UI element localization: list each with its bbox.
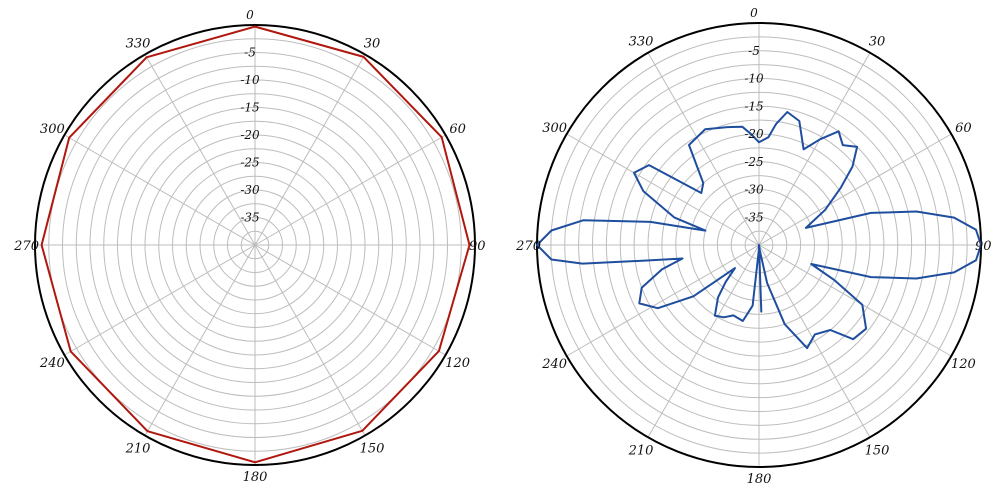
r-tick-label: -30 [744, 183, 764, 197]
angle-tick-label: 240 [541, 357, 567, 372]
angle-tick-label: 120 [445, 356, 470, 371]
angle-tick-label: 30 [869, 35, 886, 50]
grid-spoke [566, 244, 760, 357]
r-tick-label: -20 [744, 127, 764, 141]
grid-spoke [254, 134, 446, 246]
grid-spoke [254, 244, 366, 436]
angle-tick-label: 300 [40, 122, 65, 137]
r-tick-label: -15 [744, 99, 763, 113]
angle-tick-label: 330 [629, 35, 654, 50]
angle-tick-label: 150 [865, 443, 890, 458]
angle-tick-label: 90 [469, 239, 486, 254]
angle-tick-label: 180 [243, 470, 268, 485]
series-line-0 [536, 111, 982, 350]
angle-tick-label: 300 [542, 121, 567, 136]
grid-spoke [254, 244, 446, 356]
angle-tick-label: 330 [126, 36, 151, 51]
r-tick-label: -5 [748, 44, 760, 58]
angle-tick-label: 180 [747, 472, 772, 487]
grid-spoke [758, 244, 871, 438]
r-tick-label: -10 [744, 72, 764, 86]
polar-chart-left: 0 -5 -10 -15 -20 -25 -30 -35 30 60 90 120 150 180 210 2… [13, 8, 485, 485]
angle-tick-label: 90 [975, 239, 992, 254]
r-tick-label: -25 [240, 156, 259, 170]
outer-circle [34, 24, 476, 466]
angle-tick-label: 270 [515, 239, 541, 254]
r-tick-label: -5 [244, 46, 256, 60]
angle-tick-label: 210 [125, 442, 151, 457]
grid-spoke [144, 244, 256, 436]
r-tick-label: -25 [744, 155, 763, 169]
r-tick-label: -10 [240, 73, 260, 87]
grid-spoke [566, 133, 760, 246]
grid-spoke [758, 244, 952, 357]
grid-spoke [758, 133, 952, 246]
angle-tick-label: 150 [360, 442, 385, 457]
grid-spoke [647, 244, 760, 438]
angle-tick-label: 30 [364, 36, 381, 51]
r-tick-label: -15 [240, 101, 259, 115]
r-tick-label: -20 [240, 128, 260, 142]
r-tick-label: -35 [744, 210, 763, 224]
r-tick-label: 0 [750, 6, 758, 20]
angle-tick-label: 240 [39, 356, 65, 371]
angle-tick-label: 60 [955, 121, 972, 136]
grid-spoke [144, 54, 256, 246]
angle-tick-label: 210 [628, 443, 654, 458]
angle-tick-label: 60 [449, 122, 466, 137]
grid-spoke [758, 52, 871, 246]
r-tick-label: -35 [240, 211, 259, 225]
grid-spoke [64, 244, 256, 356]
polar-chart-right: 0 -5 -10 -15 -20 -25 -30 -35 30 60 90 120 150 180 210 2… [515, 6, 991, 487]
angle-tick-label: 120 [951, 357, 976, 372]
series-line-0 [40, 25, 471, 464]
angle-tick-label: 270 [13, 239, 39, 254]
grid-spoke [254, 54, 366, 246]
grid-spoke [64, 134, 256, 246]
r-tick-label: -30 [240, 183, 260, 197]
grid-spoke [647, 52, 760, 246]
r-tick-label: 0 [246, 8, 254, 22]
